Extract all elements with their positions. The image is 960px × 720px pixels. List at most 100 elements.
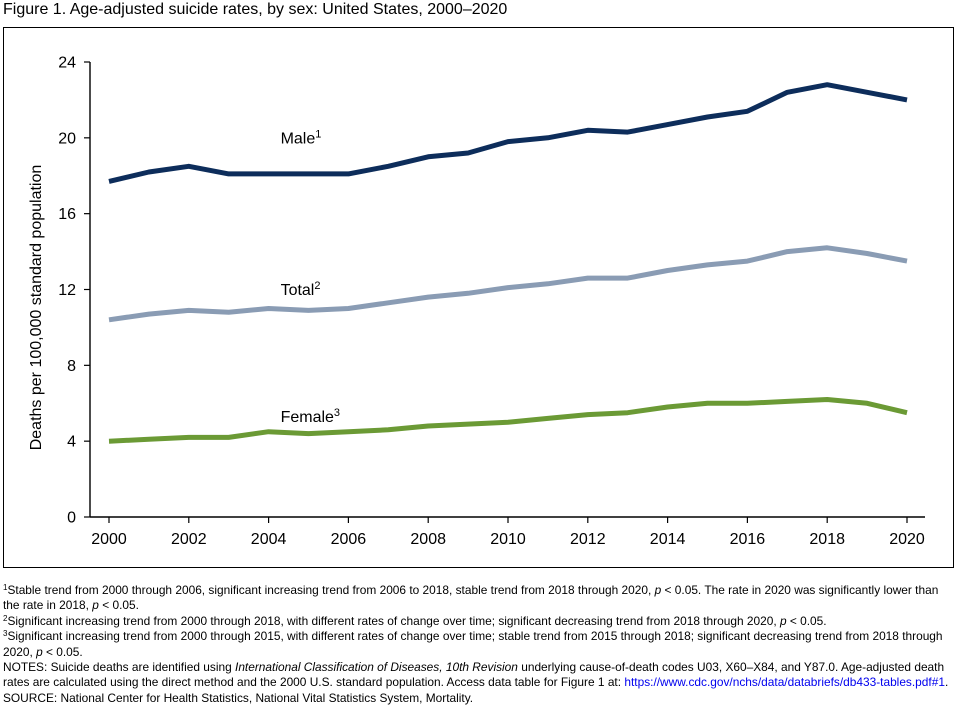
data-point-female-2005 <box>306 431 311 436</box>
data-point-female-2006 <box>346 429 351 434</box>
data-point-female-2008 <box>426 424 431 429</box>
data-point-total-2016 <box>745 259 750 264</box>
series-label-sup-female: 3 <box>334 407 340 419</box>
data-point-male-2013 <box>625 130 630 135</box>
data-point-total-2010 <box>506 285 511 290</box>
data-point-female-2010 <box>506 420 511 425</box>
data-point-total-2011 <box>545 281 550 286</box>
data-point-male-2012 <box>585 128 590 133</box>
data-point-female-2000 <box>107 439 112 444</box>
data-point-total-2006 <box>346 306 351 311</box>
data-point-total-2007 <box>386 300 391 305</box>
data-point-male-2015 <box>705 115 710 120</box>
data-point-male-2007 <box>386 164 391 169</box>
data-point-male-2003 <box>226 171 231 176</box>
data-point-female-2002 <box>186 435 191 440</box>
data-point-female-2012 <box>585 412 590 417</box>
data-point-male-2019 <box>865 90 870 95</box>
data-point-female-2009 <box>466 422 471 427</box>
data-point-total-2013 <box>625 276 630 281</box>
x-tick-label-2020: 2020 <box>889 531 925 548</box>
data-point-total-2004 <box>266 306 271 311</box>
data-point-female-2020 <box>905 410 910 415</box>
x-tick-label-2006: 2006 <box>331 531 367 548</box>
data-point-total-2008 <box>426 295 431 300</box>
footnotes: 1Stable trend from 2000 through 2006, si… <box>3 583 955 706</box>
y-tick-label-20: 20 <box>58 130 76 147</box>
data-table-link[interactable]: https://www.cdc.gov/nchs/data/databriefs… <box>624 675 945 690</box>
y-tick-label-16: 16 <box>58 206 76 223</box>
data-point-total-2005 <box>306 308 311 313</box>
data-point-total-2001 <box>146 312 151 317</box>
data-point-male-2001 <box>146 170 151 175</box>
footnote-3: 3Significant increasing trend from 2000 … <box>3 629 943 659</box>
series-label-sup-male: 1 <box>315 129 321 141</box>
x-tick-label-2008: 2008 <box>410 531 446 548</box>
data-point-male-2020 <box>905 97 910 102</box>
x-tick-label-2002: 2002 <box>171 531 207 548</box>
data-point-total-2017 <box>785 249 790 254</box>
data-point-female-2001 <box>146 437 151 442</box>
x-tick-label-2016: 2016 <box>730 531 766 548</box>
data-point-total-2012 <box>585 276 590 281</box>
data-point-female-2011 <box>545 416 550 421</box>
data-point-total-2015 <box>705 262 710 267</box>
x-tick-label-2000: 2000 <box>91 531 127 548</box>
series-label-total: Total2 <box>281 280 321 299</box>
y-axis-title: Deaths per 100,000 standard population <box>28 165 45 451</box>
data-point-total-2014 <box>665 268 670 273</box>
data-point-total-2003 <box>226 310 231 315</box>
data-point-male-2002 <box>186 164 191 169</box>
data-point-female-2003 <box>226 435 231 440</box>
data-point-male-2009 <box>466 151 471 156</box>
series-line-female <box>108 397 908 444</box>
y-tick-label-12: 12 <box>58 282 76 299</box>
x-tick-label-2004: 2004 <box>251 531 287 548</box>
data-point-total-2020 <box>905 259 910 264</box>
x-tick-label-2014: 2014 <box>650 531 686 548</box>
data-point-male-2000 <box>107 179 112 184</box>
footnote-2: 2Significant increasing trend from 2000 … <box>3 613 827 628</box>
x-tick-label-2012: 2012 <box>570 531 606 548</box>
series-label-male: Male1 <box>281 129 322 148</box>
data-point-male-2011 <box>545 135 550 140</box>
y-tick-label-4: 4 <box>67 434 76 451</box>
data-point-female-2017 <box>785 399 790 404</box>
series-line-male <box>108 82 908 184</box>
chart-frame: 0 4 8 12 16 20 24 2000 2002 2004 2006 2008 2010 2012 2… <box>3 27 954 568</box>
data-point-female-2007 <box>386 427 391 432</box>
data-point-male-2005 <box>306 171 311 176</box>
data-point-female-2015 <box>705 401 710 406</box>
x-tick-label-2010: 2010 <box>490 531 526 548</box>
data-point-total-2002 <box>186 308 191 313</box>
data-point-male-2017 <box>785 90 790 95</box>
y-tick-label-24: 24 <box>58 55 76 72</box>
figure-title: Figure 1. Age-adjusted suicide rates, by… <box>3 1 508 18</box>
data-point-male-2018 <box>825 82 830 87</box>
data-point-male-2010 <box>506 139 511 144</box>
series-label-female: Female3 <box>281 407 340 426</box>
data-point-female-2019 <box>865 401 870 406</box>
footnote-1: 1Stable trend from 2000 through 2006, si… <box>3 583 939 613</box>
data-point-male-2016 <box>745 109 750 114</box>
data-point-total-2019 <box>865 251 870 256</box>
source-text: SOURCE: National Center for Health Stati… <box>3 690 474 705</box>
data-point-female-2014 <box>665 405 670 410</box>
notes-text: NOTES: Suicide deaths are identified usi… <box>3 660 949 690</box>
data-point-male-2008 <box>426 154 431 159</box>
series-label-sup-total: 2 <box>314 280 320 292</box>
data-point-female-2004 <box>266 429 271 434</box>
data-point-male-2014 <box>665 122 670 127</box>
data-point-total-2018 <box>825 245 830 250</box>
data-point-male-2006 <box>346 171 351 176</box>
data-point-total-2009 <box>466 291 471 296</box>
data-point-male-2004 <box>266 171 271 176</box>
data-point-female-2018 <box>825 397 830 402</box>
y-tick-label-8: 8 <box>67 358 76 375</box>
x-tick-label-2018: 2018 <box>809 531 845 548</box>
y-tick-label-0: 0 <box>67 510 76 527</box>
data-point-female-2016 <box>745 401 750 406</box>
series-line-total <box>108 245 908 323</box>
data-point-total-2000 <box>107 317 112 322</box>
